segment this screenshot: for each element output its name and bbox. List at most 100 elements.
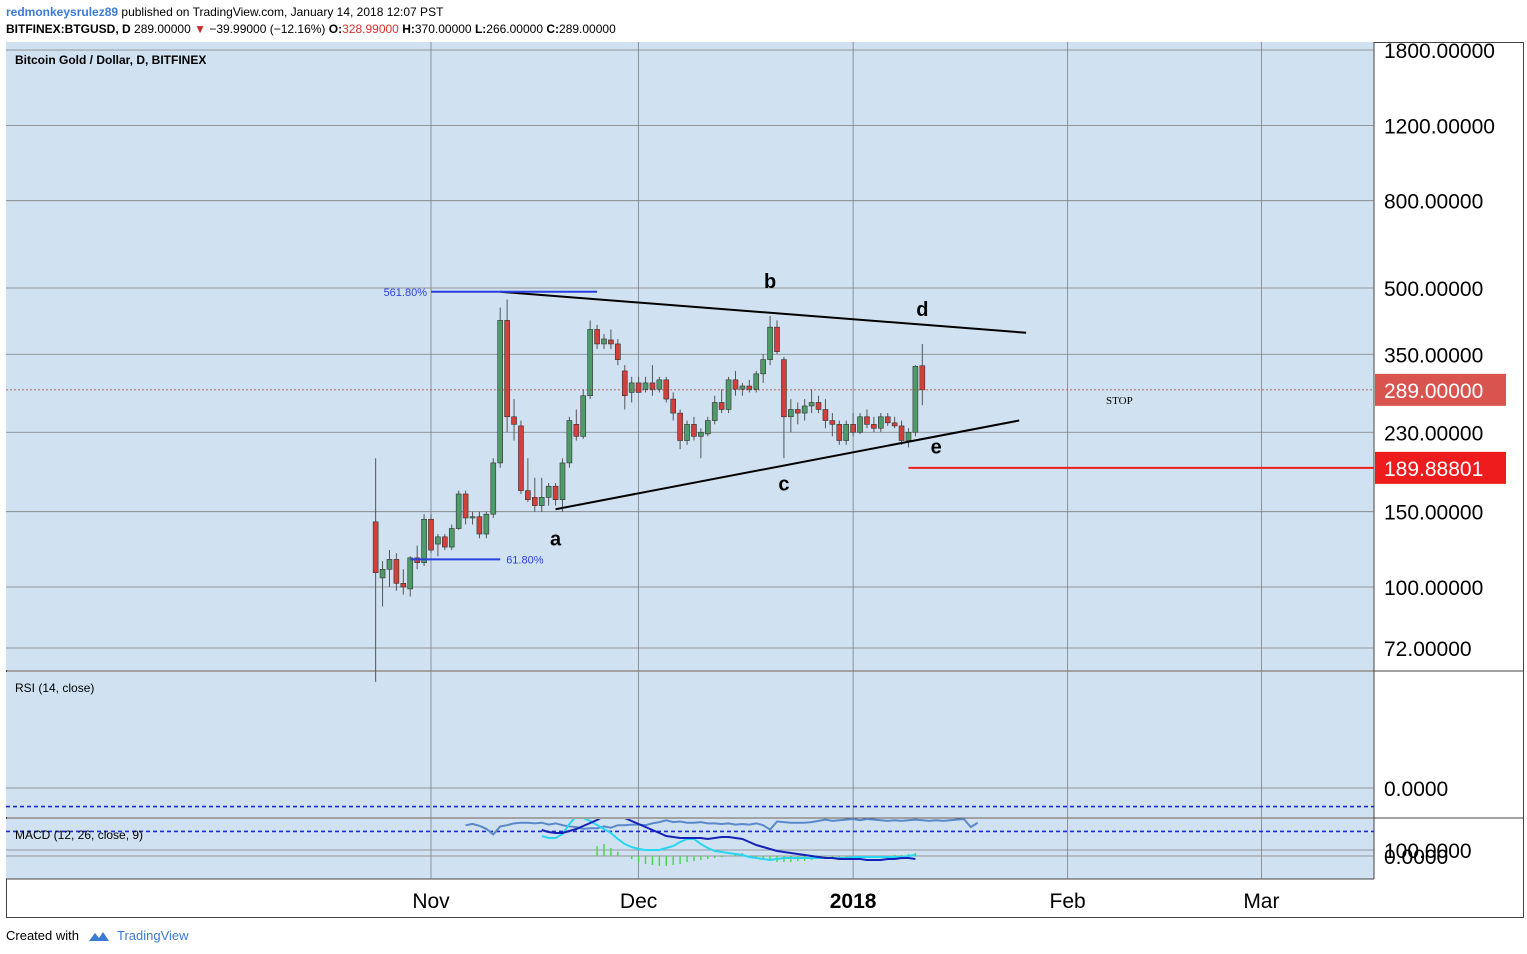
rsi-pane (6, 672, 1374, 817)
candle-body (898, 425, 905, 441)
candle-body (621, 370, 628, 397)
candle-body (400, 583, 407, 588)
candle (808, 389, 815, 414)
candle-body (594, 329, 600, 345)
candle (483, 511, 490, 539)
candle (531, 477, 538, 512)
candle (476, 511, 483, 539)
candle-body (912, 366, 919, 433)
open-label: O: (328, 22, 343, 36)
candle (601, 334, 607, 350)
candle (732, 370, 739, 396)
candle (642, 376, 649, 393)
stop-price-badge (1375, 451, 1506, 484)
candle (829, 413, 836, 437)
stop-price-label: 189.88801 (1384, 458, 1483, 481)
fib-label-upper: 561.80% (384, 287, 428, 299)
candle-body (615, 343, 621, 360)
candle (850, 413, 856, 437)
candle-body (677, 412, 683, 441)
last-price: 289.00000 (134, 22, 191, 36)
candle (725, 376, 732, 414)
candle-body (684, 424, 690, 441)
candle-body (871, 424, 877, 429)
candle-body (483, 513, 490, 535)
wave-label-b: b (764, 271, 776, 293)
y-tick-label: 500.00000 (1384, 278, 1483, 301)
candle (379, 561, 386, 607)
macd-tick-label: 0.0000 (1384, 846, 1448, 869)
candle-body (829, 420, 836, 425)
candle (815, 395, 822, 414)
candle-body (601, 338, 607, 345)
symbol-label: BITFINEX:BTGUSD, D (6, 22, 131, 36)
candle-body (462, 493, 469, 519)
candle (552, 483, 559, 506)
y-tick-label: 1200.00000 (1384, 115, 1495, 138)
tradingview-link[interactable]: TradingView (116, 928, 189, 943)
candle-body (808, 402, 815, 407)
candle-body (531, 497, 538, 506)
candle-body (642, 382, 649, 390)
y-tick-label: 350.00000 (1384, 344, 1483, 367)
candle (580, 389, 587, 439)
candle (400, 569, 407, 595)
candle-body (753, 373, 760, 390)
candle (912, 365, 919, 437)
candle-body (711, 402, 718, 421)
candle-body (850, 424, 856, 433)
candle (871, 416, 877, 433)
wave-label-d: d (916, 299, 928, 321)
candle (608, 329, 614, 350)
candle-body (407, 557, 414, 590)
candle (711, 395, 718, 425)
candle (421, 514, 427, 566)
macd-pane (6, 819, 1374, 879)
candle-body (843, 424, 850, 441)
candle-body (628, 382, 635, 393)
candle-body (788, 409, 794, 418)
author-link[interactable]: redmonkeysrulez89 (6, 5, 119, 19)
tradingview-cloud-icon[interactable] (87, 929, 111, 943)
candle (594, 324, 600, 350)
x-tick-label: 2018 (830, 890, 877, 913)
chart-canvas[interactable]: 561.80% 61.80% STOP a b c d e Bitcoin Gold / Dol… (6, 42, 1524, 918)
candle-body (670, 398, 677, 414)
candle-body (815, 402, 822, 410)
candle-body (545, 485, 552, 498)
macd-label: MACD (12, 26, close, 9) (15, 828, 143, 842)
candle (767, 316, 773, 366)
candle (794, 402, 801, 425)
wave-label-c: c (778, 474, 789, 496)
candle (559, 458, 566, 512)
candle-body (767, 326, 773, 360)
y-tick-label: 72.00000 (1384, 638, 1472, 661)
candle (511, 399, 517, 441)
candle (670, 392, 677, 421)
candle (455, 490, 462, 530)
candle-body (442, 536, 448, 548)
candle-body (497, 320, 504, 464)
candle (448, 524, 455, 551)
candle (884, 413, 891, 426)
candle-body (864, 416, 870, 425)
candle-body (656, 379, 663, 390)
candle-body (587, 329, 593, 397)
candle (615, 338, 621, 366)
candle (836, 420, 843, 445)
candle-body (739, 385, 746, 390)
candle-body (518, 425, 524, 491)
wave-label-e: e (931, 437, 942, 459)
candle-body (372, 521, 379, 574)
candle-body (476, 516, 483, 535)
candle-body (566, 420, 573, 464)
x-tick-label: Mar (1243, 890, 1279, 913)
trendline-lower (555, 419, 1020, 511)
x-tick-label: Nov (412, 890, 450, 913)
price-pane (6, 42, 1374, 670)
candle (469, 511, 476, 525)
candle (698, 428, 704, 459)
candle-body (608, 339, 614, 345)
candle (753, 370, 760, 393)
high-value: 370.00000 (414, 22, 472, 36)
